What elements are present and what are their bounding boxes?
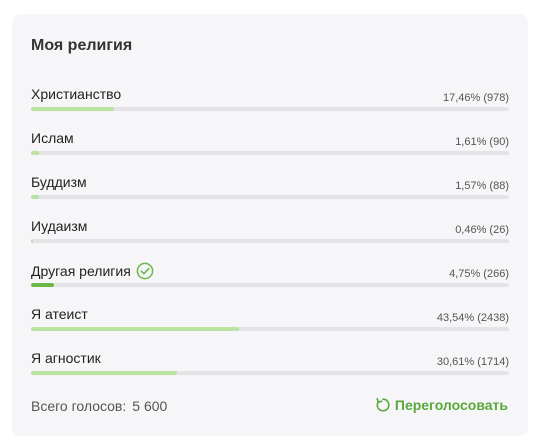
option-bar-track [31, 327, 509, 331]
option-bar-fill [31, 107, 115, 111]
total-votes-label: Всего голосов: [31, 398, 127, 414]
poll-option-agnostic: Я агностик 30,61% (1714) [31, 350, 509, 380]
revote-button[interactable]: Переголосовать [375, 397, 508, 413]
option-bar-track [31, 195, 509, 199]
option-label-wrap: Другая религия [31, 262, 154, 280]
option-label: Я агностик [31, 350, 101, 366]
option-result: 1,61% (90) [455, 136, 509, 148]
poll-option-buddhism: Буддизм 1,57% (88) [31, 174, 509, 204]
option-result: 4,75% (266) [449, 268, 509, 280]
poll-option-atheist: Я атеист 43,54% (2438) [31, 306, 509, 336]
option-bar-track [31, 107, 509, 111]
option-result: 1,57% (88) [455, 180, 509, 192]
option-bar-fill [31, 151, 39, 155]
option-bar-track [31, 239, 509, 243]
option-bar-fill [31, 327, 240, 331]
poll-title: Моя религия [31, 37, 133, 54]
revote-label: Переголосовать [394, 397, 508, 413]
option-bar-fill [31, 239, 34, 243]
check-circle-icon [136, 262, 154, 280]
option-result: 17,46% (978) [442, 92, 509, 104]
poll-option-islam: Ислам 1,61% (90) [31, 130, 509, 160]
option-label: Другая религия [31, 263, 131, 279]
poll-option-judaism: Иудаизм 0,46% (26) [31, 218, 509, 248]
option-result: 43,54% (2438) [436, 312, 509, 324]
poll-card: Моя религия Христианство 17,46% (978) Ис… [12, 14, 528, 436]
option-bar-track [31, 151, 509, 155]
option-label: Ислам [31, 130, 74, 146]
refresh-icon [376, 398, 390, 412]
option-result: 30,61% (1714) [436, 356, 509, 368]
option-label: Иудаизм [31, 218, 88, 234]
option-label: Я атеист [31, 306, 88, 322]
option-bar-track [31, 283, 509, 287]
poll-option-other-religion: Другая религия 4,75% (266) [31, 262, 509, 292]
option-label: Христианство [31, 86, 122, 102]
poll-option-christianity: Христианство 17,46% (978) [31, 86, 509, 116]
option-bar-fill [31, 283, 54, 287]
option-label: Буддизм [31, 174, 87, 190]
option-result: 0,46% (26) [455, 224, 509, 236]
total-votes: Всего голосов: 5 600 [31, 398, 167, 414]
total-votes-count: 5 600 [132, 398, 168, 414]
option-bar-fill [31, 371, 178, 375]
option-bar-track [31, 371, 509, 375]
option-bar-fill [31, 195, 39, 199]
